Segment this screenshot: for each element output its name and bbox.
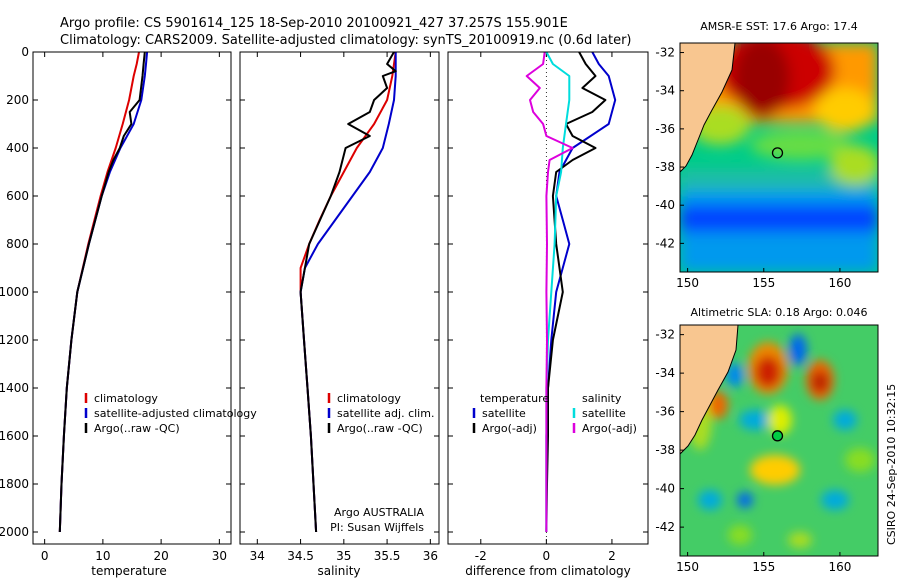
map-y-tick-label: -38 xyxy=(655,160,675,174)
y-tick-label: 1400 xyxy=(0,381,29,395)
sst-float-marker xyxy=(771,147,784,159)
map-y-tick-label: -36 xyxy=(655,122,675,136)
sst-map-frame xyxy=(679,42,879,273)
sst-map-panel: AMSR-E SST: 17.6 Argo: 17.4 150 155 160 -32… xyxy=(655,20,879,290)
map-y-tick-label: -32 xyxy=(655,46,675,60)
map-x-tick-label: 155 xyxy=(752,276,775,290)
map-y-tick-label: -40 xyxy=(655,198,675,212)
figure-title-line-2: Climatology: CARS2009. Satellite-adjuste… xyxy=(60,33,632,48)
series-line-satellite-adjusted-climatology xyxy=(58,51,149,533)
sla-map-title: Altimetric SLA: 0.18 Argo: 0.046 xyxy=(690,306,867,319)
x-tick-label: 35 xyxy=(336,549,351,563)
legend-label-temperature-satellite: satellite xyxy=(482,407,526,420)
x-tick-label: 34 xyxy=(250,549,265,563)
sst-map-title: AMSR-E SST: 17.6 Argo: 17.4 xyxy=(700,20,858,33)
sla-map-image xyxy=(680,325,878,556)
y-tick-label: 400 xyxy=(6,141,29,155)
temperature-plot: 0 200 400 600 800 1000 1200 1400 1600 1800 2000 0 10… xyxy=(0,45,231,563)
x-tick-label: -2 xyxy=(475,549,487,563)
legend-label-argo: Argo(..raw -QC) xyxy=(337,422,423,435)
legend-label-argo: Argo(..raw -QC) xyxy=(94,422,180,435)
legend-label-satellite-adjusted: satellite adj. clim. xyxy=(337,407,434,420)
y-tick-label: 200 xyxy=(6,93,29,107)
salinity-panel: 34 34.5 35 35.5 36 climatology satellite adj… xyxy=(239,51,440,578)
legend-label-climatology: climatology xyxy=(337,392,401,405)
y-tick-label: 1000 xyxy=(0,285,29,299)
principal-investigator-label: PI: Susan Wijffels xyxy=(330,521,424,534)
series-line-argo-raw-qc xyxy=(58,51,146,533)
sla-map-axes: 150 155 160 -32 -34 -36 -38 -40 -42 xyxy=(655,328,851,574)
legend-header-salinity: salinity xyxy=(582,392,622,405)
sst-map-image xyxy=(680,43,878,272)
map-y-tick-label: -42 xyxy=(655,520,675,534)
x-tick-label: 0 xyxy=(41,549,49,563)
series-line-climatology xyxy=(58,51,140,533)
legend-label-climatology: climatology xyxy=(94,392,158,405)
difference-xlabel: difference from climatology xyxy=(465,564,631,578)
salinity-legend: climatology satellite adj. clim. Argo(..… xyxy=(327,392,434,435)
map-y-tick-label: -32 xyxy=(655,328,675,342)
x-tick-label: 2 xyxy=(608,549,616,563)
map-y-tick-label: -42 xyxy=(655,236,675,250)
legend-label-salinity-argo: Argo(-adj) xyxy=(582,422,637,435)
series-line-salinity-argo-adj xyxy=(525,51,574,532)
y-tick-label: 600 xyxy=(6,189,29,203)
legend-header-temperature: temperature xyxy=(480,392,549,405)
y-tick-label: 0 xyxy=(21,45,29,59)
series-line-argo-raw-qc xyxy=(299,51,397,533)
x-tick-label: 36 xyxy=(423,549,438,563)
map-y-tick-label: -34 xyxy=(655,366,675,380)
difference-legend: temperature satellite Argo(-adj) salinit… xyxy=(472,392,637,435)
map-x-tick-label: 155 xyxy=(752,560,775,574)
sla-float-marker xyxy=(771,430,784,442)
legend-label-satellite-adjusted: satellite-adjusted climatology xyxy=(94,407,257,420)
y-tick-label: 1600 xyxy=(0,429,29,443)
map-y-tick-label: -40 xyxy=(655,482,675,496)
x-tick-label: 20 xyxy=(153,549,168,563)
map-y-tick-label: -38 xyxy=(655,443,675,457)
y-tick-label: 2000 xyxy=(0,525,29,539)
difference-panel: -2 0 2 temperature satellite Argo(-adj) sa… xyxy=(447,51,649,578)
x-tick-label: 34.5 xyxy=(287,549,314,563)
map-y-tick-label: -34 xyxy=(655,84,675,98)
y-tick-label: 1800 xyxy=(0,477,29,491)
x-tick-label: 0 xyxy=(543,549,551,563)
difference-axes-frame xyxy=(447,51,649,545)
salinity-axes-frame xyxy=(239,51,440,545)
y-tick-label: 1200 xyxy=(0,333,29,347)
temperature-legend: climatology satellite-adjusted climatolo… xyxy=(84,392,257,435)
x-tick-label: 35.5 xyxy=(374,549,401,563)
x-tick-label: 30 xyxy=(212,549,227,563)
temperature-axes-frame xyxy=(32,51,232,545)
sla-map-frame xyxy=(679,324,879,557)
sst-map-axes: 150 155 160 -32 -34 -36 -38 -40 -42 xyxy=(655,46,851,290)
csiro-timestamp: CSIRO 24-Sep-2010 10:32:15 xyxy=(885,384,898,545)
legend-label-temperature-argo: Argo(-adj) xyxy=(482,422,537,435)
salinity-plot: 34 34.5 35 35.5 36 xyxy=(240,51,439,563)
salinity-xlabel: salinity xyxy=(317,564,360,578)
temperature-panel: 0 200 400 600 800 1000 1200 1400 1600 1800 2000 0 10… xyxy=(0,45,257,578)
series-line-temperature-satellite xyxy=(545,51,617,532)
legend-label-salinity-satellite: satellite xyxy=(582,407,626,420)
x-tick-label: 10 xyxy=(95,549,110,563)
temperature-xlabel: temperature xyxy=(91,564,166,578)
sla-map-panel: Altimetric SLA: 0.18 Argo: 0.046 xyxy=(655,306,879,574)
figure-title-line-1: Argo profile: CS 5901614_125 18-Sep-2010… xyxy=(60,16,568,31)
map-x-tick-label: 150 xyxy=(676,560,699,574)
map-x-tick-label: 160 xyxy=(828,276,851,290)
argo-country-label: Argo AUSTRALIA xyxy=(334,506,424,519)
difference-plot: -2 0 2 xyxy=(448,51,648,563)
map-x-tick-label: 150 xyxy=(676,276,699,290)
series-line-salinity-satellite xyxy=(545,51,571,532)
y-tick-label: 800 xyxy=(6,237,29,251)
map-x-tick-label: 160 xyxy=(828,560,851,574)
map-y-tick-label: -36 xyxy=(655,405,675,419)
series-line-temperature-argo-adj xyxy=(545,51,607,533)
